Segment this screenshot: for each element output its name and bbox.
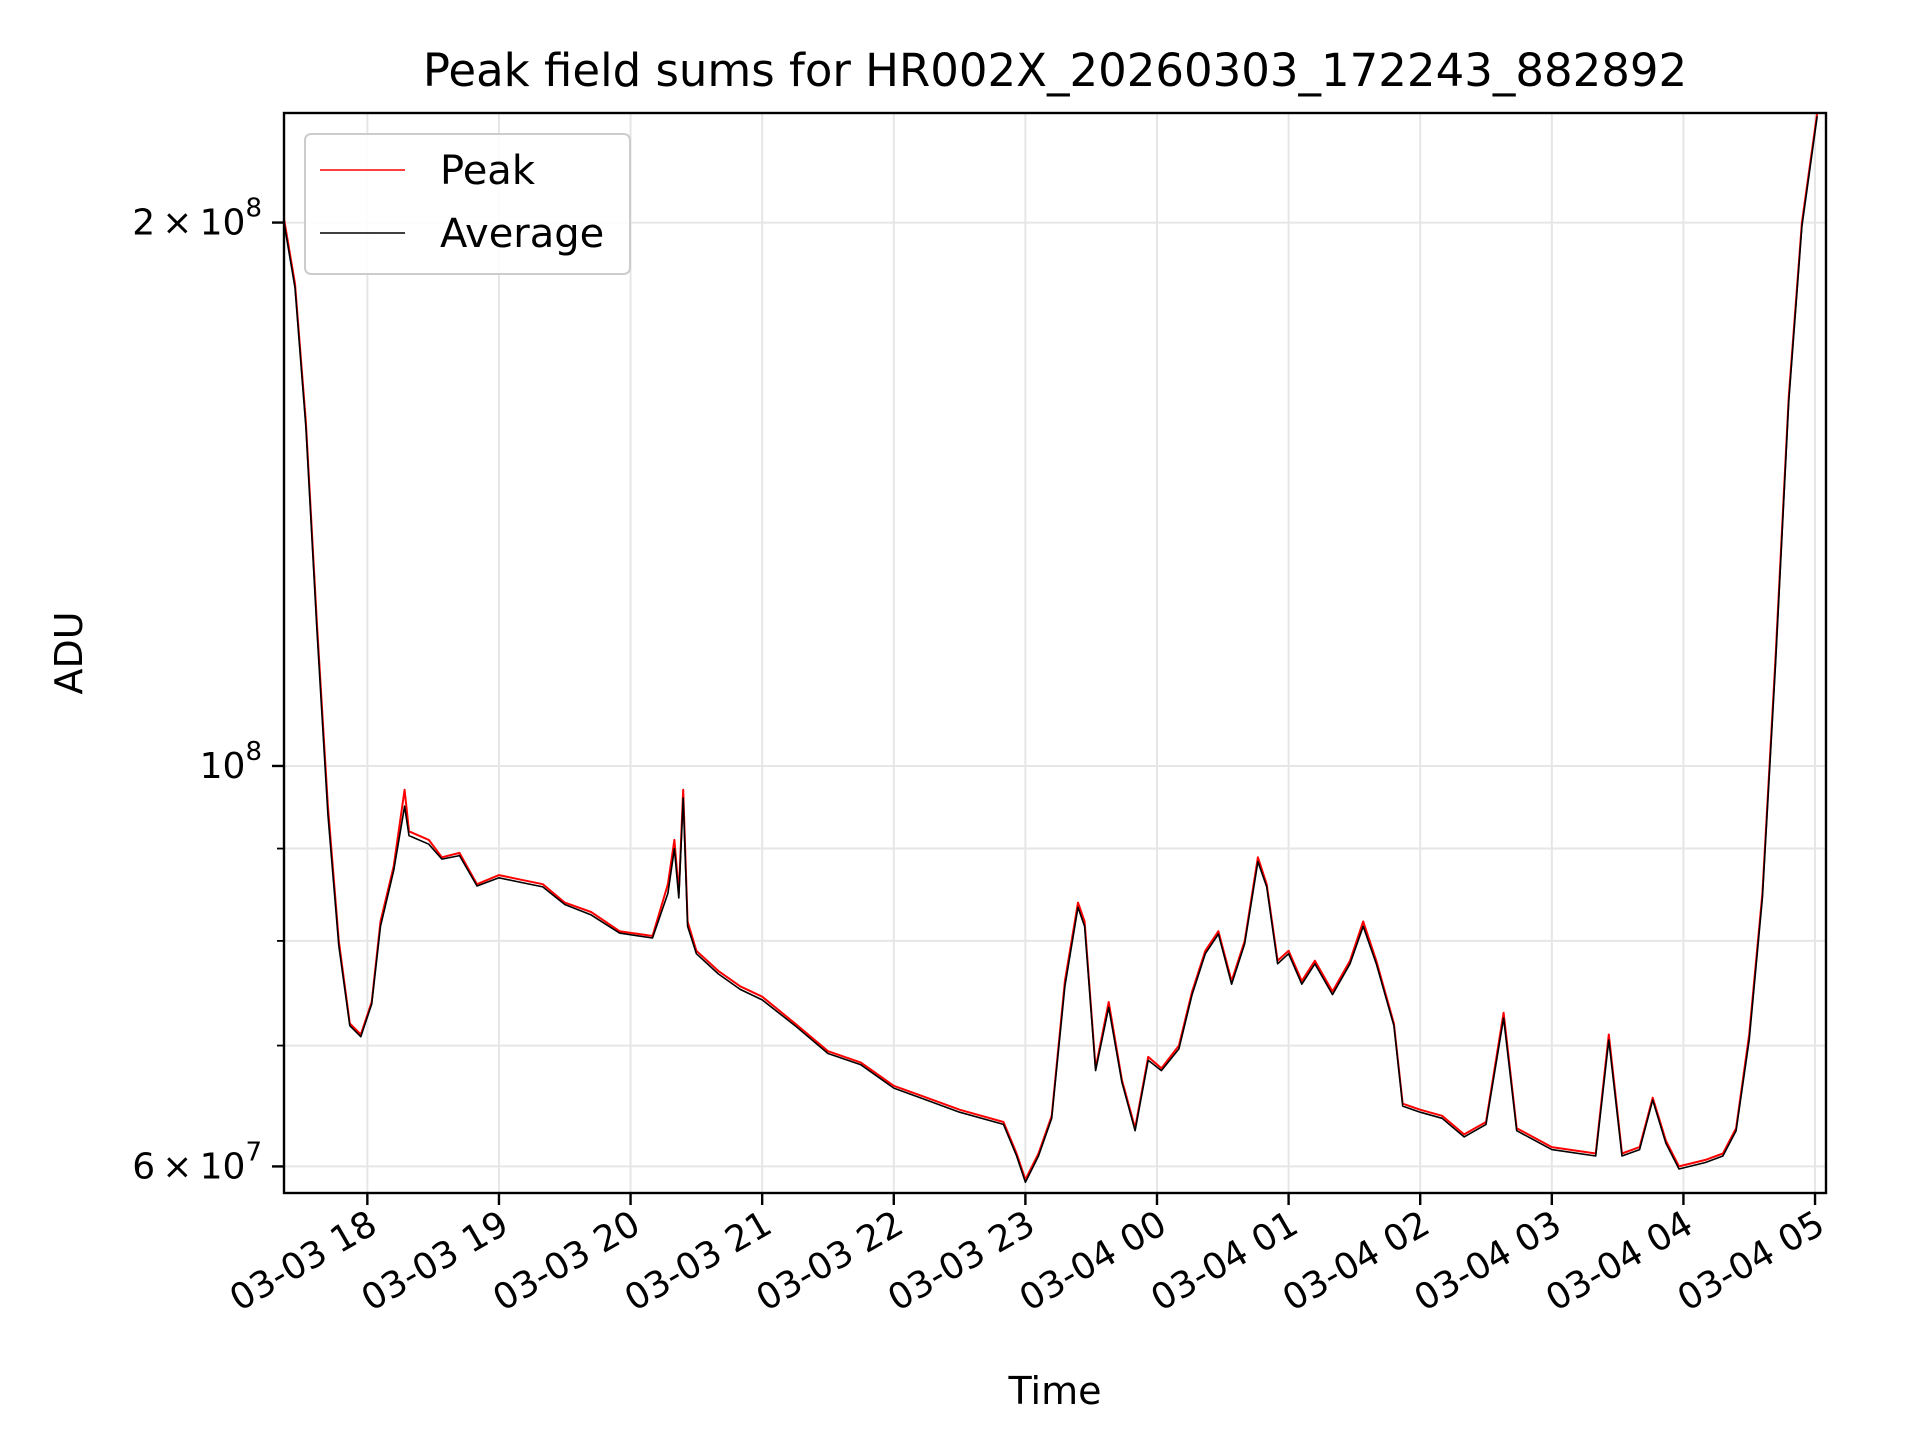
y-tick-label-base: 2 × 10 xyxy=(132,203,245,244)
legend: Peak Average xyxy=(304,133,631,275)
grid xyxy=(284,113,1826,1193)
y-tick-label-exponent: 7 xyxy=(245,1137,262,1167)
y-tick-label: 108 xyxy=(200,737,262,787)
y-axis-label: ADU xyxy=(47,611,91,694)
y-tick-label-base: 10 xyxy=(200,746,246,787)
y-tick-label: 6 × 107 xyxy=(132,1137,262,1187)
y-tick-label: 2 × 108 xyxy=(132,194,262,244)
y-tick-label-exponent: 8 xyxy=(245,194,262,224)
series-lines xyxy=(283,112,1819,1184)
series-line-average xyxy=(283,116,1818,1184)
x-axis-label: Time xyxy=(1008,1369,1102,1413)
chart-title: Peak field sums for HR002X_20260303_1722… xyxy=(423,44,1687,97)
y-tick-label-exponent: 8 xyxy=(245,737,262,767)
legend-box xyxy=(304,133,631,275)
legend-label-peak: Peak xyxy=(440,148,536,194)
plot-frame xyxy=(282,111,1828,1195)
legend-label-average: Average xyxy=(440,211,604,257)
y-tick-label-base: 6 × 10 xyxy=(132,1146,245,1187)
